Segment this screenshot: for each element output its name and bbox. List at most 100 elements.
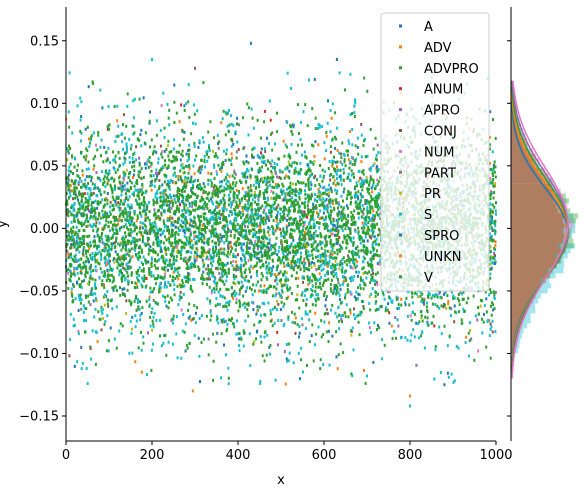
scatter-point xyxy=(488,319,491,323)
scatter-point xyxy=(249,286,251,290)
scatter-point xyxy=(79,264,82,268)
scatter-point xyxy=(277,319,280,322)
scatter-point xyxy=(283,192,286,196)
scatter-point xyxy=(190,265,193,269)
scatter-point xyxy=(202,265,205,269)
scatter-point xyxy=(481,331,484,335)
scatter-point xyxy=(315,332,318,336)
scatter-point xyxy=(244,256,246,260)
scatter-point xyxy=(358,234,361,238)
scatter-point xyxy=(314,229,317,233)
scatter-point xyxy=(126,279,129,283)
scatter-point xyxy=(278,195,281,198)
scatter-point xyxy=(352,236,355,240)
scatter-point xyxy=(188,278,191,282)
scatter-point xyxy=(228,197,231,200)
scatter-point xyxy=(100,305,103,309)
scatter-point xyxy=(376,143,379,147)
scatter-point xyxy=(347,254,350,258)
scatter-point xyxy=(70,287,73,291)
scatter-point xyxy=(372,178,375,182)
scatter-point xyxy=(225,353,227,357)
scatter-point xyxy=(268,227,271,230)
scatter-point xyxy=(351,374,354,378)
scatter-point xyxy=(73,266,76,270)
scatter-point xyxy=(310,287,313,291)
scatter-point xyxy=(419,294,422,298)
scatter-point xyxy=(283,176,286,180)
scatter-point xyxy=(329,145,332,148)
scatter-point xyxy=(173,262,175,266)
scatter-point xyxy=(135,276,138,280)
scatter-point xyxy=(166,166,169,170)
scatter-point xyxy=(292,123,295,127)
scatter-point xyxy=(371,254,374,258)
scatter-point xyxy=(379,212,382,216)
scatter-point xyxy=(489,218,492,222)
scatter-point xyxy=(317,123,320,127)
scatter-point xyxy=(93,214,96,218)
scatter-point xyxy=(78,277,80,281)
scatter-point xyxy=(367,225,370,229)
scatter-point xyxy=(120,193,123,197)
scatter-point xyxy=(253,193,256,197)
scatter-point xyxy=(119,268,122,272)
scatter-point xyxy=(81,173,84,177)
scatter-point xyxy=(83,182,86,186)
scatter-point xyxy=(84,127,87,131)
scatter-point xyxy=(100,233,103,237)
scatter-point xyxy=(125,188,128,192)
scatter-point xyxy=(108,210,111,214)
scatter-point xyxy=(228,300,231,303)
scatter-point xyxy=(361,204,364,207)
scatter-point xyxy=(488,293,491,297)
scatter-point xyxy=(377,150,380,154)
scatter-point xyxy=(138,197,141,201)
scatter-point xyxy=(341,247,344,250)
scatter-point xyxy=(294,193,297,197)
scatter-point xyxy=(115,203,118,207)
scatter-point xyxy=(337,291,340,295)
scatter-point xyxy=(290,142,293,146)
scatter-point xyxy=(255,283,258,287)
scatter-point xyxy=(103,247,106,251)
scatter-point xyxy=(326,203,329,207)
scatter-point xyxy=(94,215,97,219)
scatter-point xyxy=(338,293,341,297)
scatter-point xyxy=(356,195,359,199)
scatter-point xyxy=(178,229,181,233)
scatter-point xyxy=(89,253,92,257)
scatter-point xyxy=(157,161,160,165)
scatter-point xyxy=(362,195,364,199)
scatter-point xyxy=(81,185,84,189)
scatter-point xyxy=(464,341,467,344)
scatter-point xyxy=(124,223,127,227)
scatter-point xyxy=(350,333,353,337)
scatter-point xyxy=(174,259,177,263)
scatter-point xyxy=(166,217,169,220)
scatter-point xyxy=(274,168,276,171)
scatter-point xyxy=(167,196,170,199)
scatter-point xyxy=(126,203,129,207)
scatter-point xyxy=(184,175,187,179)
scatter-point xyxy=(202,254,205,257)
scatter-point xyxy=(259,335,262,339)
scatter-point xyxy=(185,209,188,213)
scatter-point xyxy=(281,249,284,253)
scatter-point xyxy=(213,165,216,169)
scatter-point xyxy=(181,179,183,183)
scatter-point xyxy=(194,122,197,126)
scatter-point xyxy=(168,123,171,127)
scatter-point xyxy=(114,187,117,191)
scatter-point xyxy=(243,175,246,179)
scatter-point xyxy=(396,318,399,322)
scatter-point xyxy=(324,258,327,262)
scatter-point xyxy=(89,141,92,145)
scatter-point xyxy=(221,166,223,170)
scatter-point xyxy=(121,266,124,270)
scatter-point xyxy=(122,188,125,191)
scatter-point xyxy=(301,143,303,147)
scatter-point xyxy=(491,215,494,219)
scatter-point xyxy=(336,149,339,152)
scatter-point xyxy=(176,243,179,247)
